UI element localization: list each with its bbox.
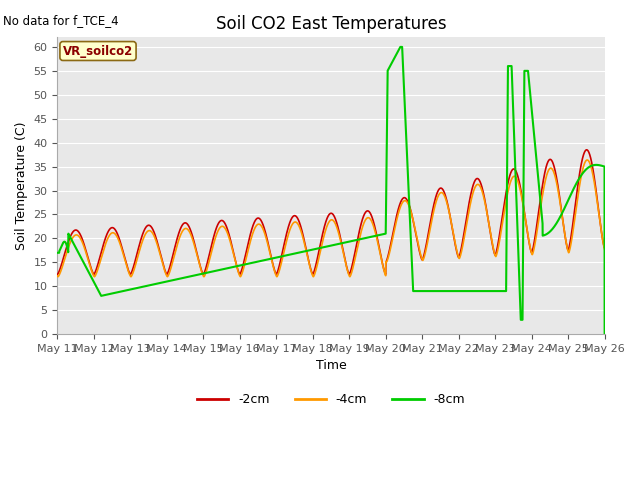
Text: No data for f_TCE_4: No data for f_TCE_4 xyxy=(3,14,119,27)
Y-axis label: Soil Temperature (C): Soil Temperature (C) xyxy=(15,121,28,250)
Title: Soil CO2 East Temperatures: Soil CO2 East Temperatures xyxy=(216,15,446,33)
X-axis label: Time: Time xyxy=(316,360,346,372)
Legend: -2cm, -4cm, -8cm: -2cm, -4cm, -8cm xyxy=(192,388,470,411)
Text: VR_soilco2: VR_soilco2 xyxy=(63,45,133,58)
